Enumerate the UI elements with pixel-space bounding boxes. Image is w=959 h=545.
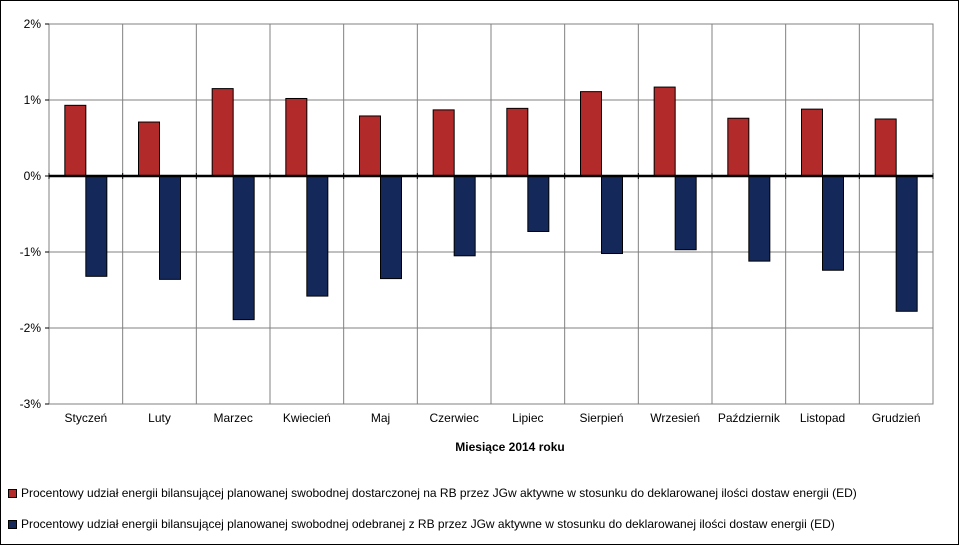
legend-item-series-1: Procentowy udział energii bilansującej p…: [8, 485, 857, 501]
x-tick-label: Czerwiec: [429, 411, 478, 425]
bar-delivered-4: [286, 98, 307, 176]
bar-delivered-9: [654, 87, 675, 176]
bar-delivered-1: [65, 105, 86, 176]
x-tick-label: Październik: [718, 411, 781, 425]
y-tick-label: 1%: [24, 93, 42, 107]
y-tick-label: -1%: [20, 245, 42, 259]
legend-label-series-2: Procentowy udział energii bilansującej p…: [21, 517, 835, 531]
bar-received-3: [233, 176, 254, 320]
x-tick-label: Marzec: [213, 411, 252, 425]
bar-delivered-7: [507, 108, 528, 176]
y-tick-label: 2%: [24, 17, 42, 31]
legend-swatch-series-1: [8, 489, 17, 498]
x-tick-label: Maj: [371, 411, 390, 425]
bar-delivered-5: [360, 116, 381, 176]
x-tick-label: Wrzesień: [650, 411, 700, 425]
y-tick-label: 0%: [24, 169, 42, 183]
x-axis-title: Miesiące 2014 roku: [455, 440, 564, 454]
bar-delivered-11: [802, 109, 823, 176]
grid-layer: [49, 24, 933, 404]
bar-delivered-12: [875, 119, 896, 176]
x-tick-label: Kwiecień: [283, 411, 331, 425]
bar-received-2: [160, 176, 181, 279]
bar-delivered-10: [728, 118, 749, 176]
bar-delivered-3: [212, 89, 233, 176]
bar-delivered-6: [433, 110, 454, 176]
bar-received-9: [675, 176, 696, 250]
y-tick-label: -3%: [20, 397, 42, 411]
bar-received-1: [86, 176, 107, 276]
x-tick-label: Sierpień: [579, 411, 623, 425]
bar-received-7: [528, 176, 549, 231]
legend-label-series-1: Procentowy udział energii bilansującej p…: [21, 486, 857, 500]
bar-received-10: [749, 176, 770, 261]
y-tick-label: -2%: [20, 321, 42, 335]
x-tick-label: Lipiec: [512, 411, 543, 425]
bar-delivered-2: [139, 122, 160, 176]
bar-received-8: [602, 176, 623, 254]
bar-received-6: [454, 176, 475, 256]
bar-delivered-8: [581, 92, 602, 176]
x-tick-label: Styczeń: [64, 411, 107, 425]
bar-received-4: [307, 176, 328, 296]
x-tick-label: Listopad: [800, 411, 845, 425]
bar-received-11: [823, 176, 844, 270]
bar-received-5: [381, 176, 402, 279]
legend-item-series-2: Procentowy udział energii bilansującej p…: [8, 516, 835, 532]
x-tick-label: Luty: [148, 411, 171, 425]
legend-swatch-series-2: [8, 520, 17, 529]
x-tick-label: Grudzień: [872, 411, 921, 425]
bar-chart: 2% 1% 0% -1% -2% -3% Styczeń Luty Marzec Kwiecień…: [0, 0, 959, 545]
bar-received-12: [896, 176, 917, 311]
